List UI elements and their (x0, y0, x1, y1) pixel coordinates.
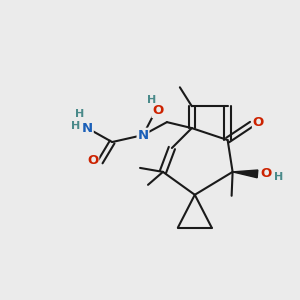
Text: H: H (147, 94, 157, 105)
Text: H: H (75, 109, 85, 119)
Text: O: O (152, 104, 164, 117)
Text: H: H (274, 172, 284, 182)
Text: O: O (253, 116, 264, 129)
Text: N: N (82, 122, 93, 135)
Text: H: H (71, 121, 81, 131)
Text: O: O (260, 167, 272, 180)
Text: N: N (137, 129, 148, 142)
Text: O: O (87, 154, 98, 167)
Polygon shape (232, 170, 258, 178)
